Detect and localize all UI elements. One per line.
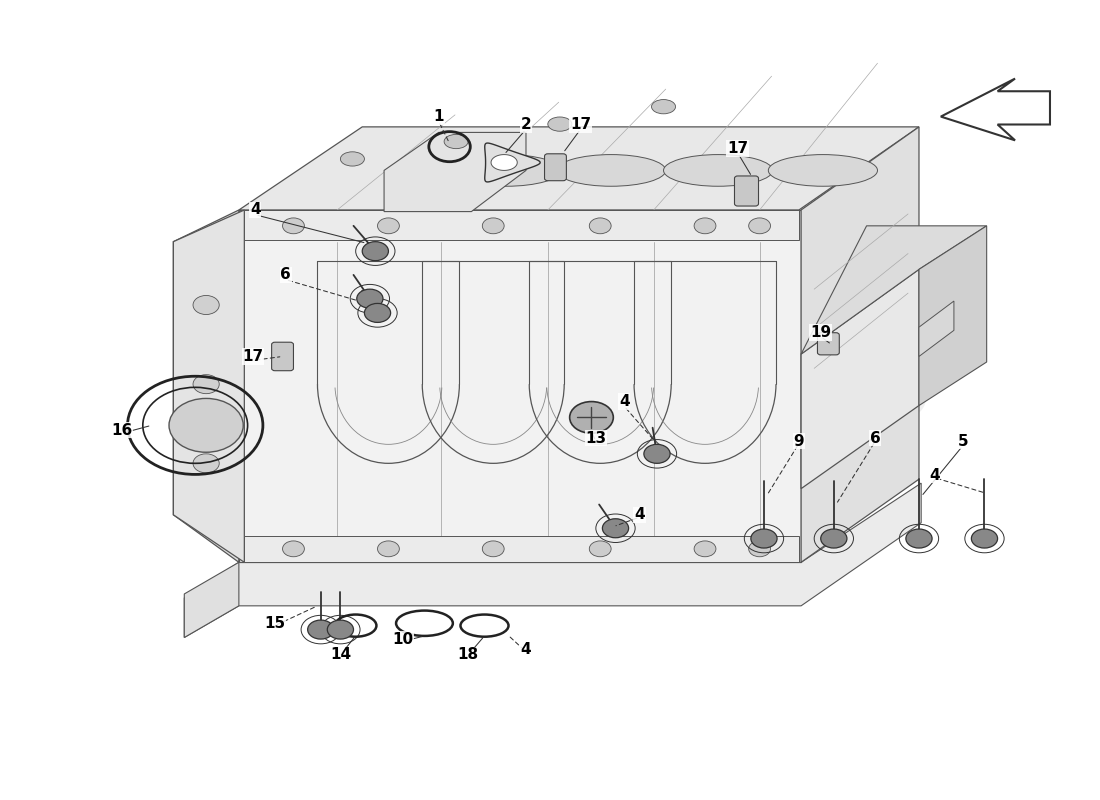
Polygon shape <box>801 226 987 354</box>
Text: 15: 15 <box>264 616 286 630</box>
Circle shape <box>749 218 770 234</box>
Circle shape <box>971 529 998 548</box>
Ellipse shape <box>557 154 666 186</box>
Polygon shape <box>239 127 918 210</box>
Polygon shape <box>239 210 801 562</box>
Ellipse shape <box>340 152 364 166</box>
Ellipse shape <box>169 398 243 452</box>
Circle shape <box>482 218 504 234</box>
Text: 4: 4 <box>635 507 645 522</box>
Polygon shape <box>918 226 987 406</box>
Circle shape <box>821 529 847 548</box>
Circle shape <box>362 242 388 261</box>
Text: 13: 13 <box>585 430 606 446</box>
Polygon shape <box>244 210 799 240</box>
Text: 16: 16 <box>111 422 133 438</box>
Text: 4: 4 <box>619 394 629 409</box>
Polygon shape <box>384 133 526 211</box>
Circle shape <box>308 620 334 639</box>
Text: res: res <box>714 324 935 445</box>
FancyBboxPatch shape <box>272 342 294 370</box>
FancyBboxPatch shape <box>817 333 839 355</box>
Polygon shape <box>940 78 1050 140</box>
Ellipse shape <box>663 154 772 186</box>
Circle shape <box>283 541 305 557</box>
Polygon shape <box>485 143 540 182</box>
Polygon shape <box>491 154 517 170</box>
Text: 18: 18 <box>458 647 478 662</box>
Polygon shape <box>174 210 244 562</box>
Circle shape <box>749 541 770 557</box>
Circle shape <box>328 620 353 639</box>
Circle shape <box>751 529 777 548</box>
Circle shape <box>570 402 614 434</box>
Circle shape <box>283 218 305 234</box>
Text: 10: 10 <box>392 631 414 646</box>
Text: 6: 6 <box>280 267 292 282</box>
Polygon shape <box>174 210 239 562</box>
Circle shape <box>644 444 670 463</box>
Circle shape <box>603 518 628 538</box>
Text: 17: 17 <box>242 349 264 364</box>
Polygon shape <box>801 127 918 562</box>
Circle shape <box>192 295 219 314</box>
Text: 17: 17 <box>570 117 591 132</box>
Ellipse shape <box>651 99 675 114</box>
Circle shape <box>192 454 219 473</box>
Text: 14: 14 <box>330 647 351 662</box>
Circle shape <box>590 218 612 234</box>
Text: a passion for parts...: a passion for parts... <box>327 546 598 571</box>
Circle shape <box>694 218 716 234</box>
Text: 5: 5 <box>957 434 968 449</box>
Polygon shape <box>185 562 239 638</box>
Polygon shape <box>185 483 921 638</box>
Polygon shape <box>244 536 799 562</box>
Circle shape <box>590 541 612 557</box>
Text: 1: 1 <box>433 109 444 124</box>
Circle shape <box>364 303 390 322</box>
FancyBboxPatch shape <box>544 154 566 181</box>
Ellipse shape <box>768 154 878 186</box>
Circle shape <box>192 374 219 394</box>
Ellipse shape <box>452 154 561 186</box>
Circle shape <box>356 289 383 308</box>
Text: 4: 4 <box>250 202 261 218</box>
Ellipse shape <box>444 134 469 149</box>
Ellipse shape <box>548 117 572 131</box>
Circle shape <box>694 541 716 557</box>
Text: 17: 17 <box>727 141 748 156</box>
Polygon shape <box>918 301 954 357</box>
Circle shape <box>377 218 399 234</box>
Text: 6: 6 <box>870 430 881 446</box>
Text: 4: 4 <box>520 642 531 657</box>
Circle shape <box>906 529 932 548</box>
Text: 2: 2 <box>520 117 531 132</box>
Text: 1985: 1985 <box>726 534 854 582</box>
Text: 4: 4 <box>930 468 939 482</box>
Text: 19: 19 <box>811 326 832 340</box>
Circle shape <box>482 541 504 557</box>
Polygon shape <box>801 270 918 489</box>
FancyBboxPatch shape <box>735 176 759 206</box>
Text: 9: 9 <box>793 434 804 449</box>
Text: eu: eu <box>245 403 419 524</box>
Circle shape <box>377 541 399 557</box>
